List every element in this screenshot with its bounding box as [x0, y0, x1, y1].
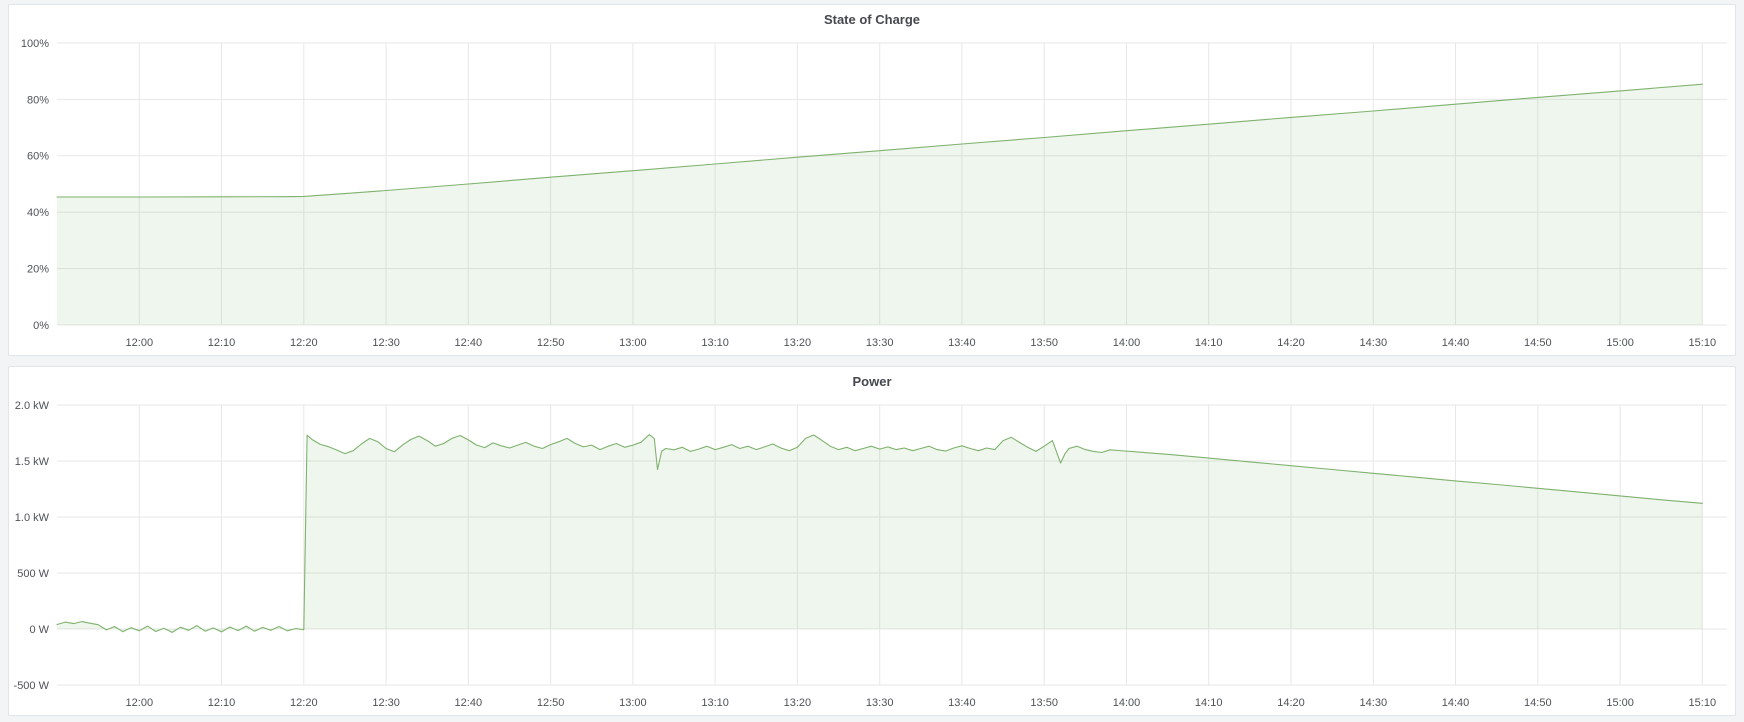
svg-text:14:00: 14:00: [1113, 697, 1141, 709]
svg-text:12:10: 12:10: [208, 697, 236, 709]
svg-text:13:10: 13:10: [701, 697, 729, 709]
svg-text:80%: 80%: [27, 94, 49, 106]
svg-text:60%: 60%: [27, 151, 49, 163]
svg-text:14:50: 14:50: [1524, 697, 1552, 709]
svg-text:12:40: 12:40: [455, 337, 483, 349]
svg-text:12:10: 12:10: [208, 337, 236, 349]
x-axis-labels: 12:00 12:10 12:20 12:30 12:40 12:50 13:00 13:10…: [126, 337, 1717, 349]
svg-text:100%: 100%: [21, 38, 49, 50]
svg-text:12:50: 12:50: [537, 337, 565, 349]
svg-text:12:40: 12:40: [455, 697, 483, 709]
panel-title-power[interactable]: Power: [852, 374, 892, 389]
svg-text:40%: 40%: [27, 207, 49, 219]
series-area: [57, 434, 1703, 633]
svg-text:13:30: 13:30: [866, 697, 894, 709]
svg-text:13:00: 13:00: [619, 697, 647, 709]
svg-text:13:20: 13:20: [784, 697, 812, 709]
svg-text:13:30: 13:30: [866, 337, 894, 349]
svg-text:13:00: 13:00: [619, 337, 647, 349]
svg-text:12:20: 12:20: [290, 697, 318, 709]
y-axis-labels: 0% 20% 40% 60% 80% 100%: [21, 38, 49, 332]
svg-text:13:50: 13:50: [1030, 337, 1058, 349]
panel-power: Power -500 W 0 W 500 W 1.0 kW 1.5 kW 2.0 kW 12…: [8, 366, 1736, 716]
series-line: [56, 83, 1703, 198]
svg-text:1.5 kW: 1.5 kW: [15, 456, 50, 468]
svg-text:2.0 kW: 2.0 kW: [15, 400, 50, 412]
svg-text:12:20: 12:20: [290, 337, 318, 349]
panel-title-state-of-charge[interactable]: State of Charge: [823, 12, 921, 27]
y-axis-labels: -500 W 0 W 500 W 1.0 kW 1.5 kW 2.0 kW: [14, 400, 50, 692]
svg-text:14:40: 14:40: [1442, 337, 1470, 349]
svg-text:1.0 kW: 1.0 kW: [15, 512, 50, 524]
series-area: [57, 84, 1703, 325]
svg-text:14:50: 14:50: [1524, 337, 1552, 349]
svg-text:15:10: 15:10: [1689, 697, 1717, 709]
gridlines: [57, 404, 1727, 686]
svg-text:14:00: 14:00: [1113, 337, 1141, 349]
svg-text:14:20: 14:20: [1277, 337, 1305, 349]
svg-text:15:10: 15:10: [1689, 337, 1717, 349]
svg-text:0%: 0%: [33, 320, 49, 332]
x-axis-labels: 12:00 12:10 12:20 12:30 12:40 12:50 13:00 13:10…: [126, 697, 1717, 709]
svg-text:13:40: 13:40: [948, 337, 976, 349]
svg-text:500 W: 500 W: [17, 568, 49, 580]
svg-text:13:10: 13:10: [701, 337, 729, 349]
svg-text:13:20: 13:20: [784, 337, 812, 349]
svg-text:15:00: 15:00: [1606, 697, 1634, 709]
svg-text:14:30: 14:30: [1360, 337, 1388, 349]
panel-state-of-charge: State of Charge 0% 20% 40% 60% 80% 100% 12:00 1…: [8, 4, 1736, 356]
state-of-charge-chart[interactable]: 0% 20% 40% 60% 80% 100% 12:00 12:10 12:20 12:30 12…: [9, 35, 1735, 355]
svg-text:12:50: 12:50: [537, 697, 565, 709]
svg-text:12:00: 12:00: [126, 337, 154, 349]
svg-text:12:30: 12:30: [372, 697, 400, 709]
svg-text:12:00: 12:00: [126, 697, 154, 709]
svg-text:12:30: 12:30: [372, 337, 400, 349]
svg-text:20%: 20%: [27, 263, 49, 275]
svg-text:15:00: 15:00: [1606, 337, 1634, 349]
svg-text:14:40: 14:40: [1442, 697, 1470, 709]
svg-text:-500 W: -500 W: [14, 680, 50, 692]
svg-text:14:30: 14:30: [1360, 697, 1388, 709]
svg-text:13:50: 13:50: [1030, 697, 1058, 709]
gridlines: [57, 42, 1727, 326]
svg-text:14:10: 14:10: [1195, 697, 1223, 709]
series-line: [56, 434, 1703, 633]
svg-text:14:20: 14:20: [1277, 697, 1305, 709]
svg-text:0 W: 0 W: [29, 624, 49, 636]
chart-canvas[interactable]: 0%20%40%60%80%100%12:00 12:10 12:20 12:30 12…: [9, 35, 1735, 355]
svg-text:14:10: 14:10: [1195, 337, 1223, 349]
svg-text:13:40: 13:40: [948, 697, 976, 709]
